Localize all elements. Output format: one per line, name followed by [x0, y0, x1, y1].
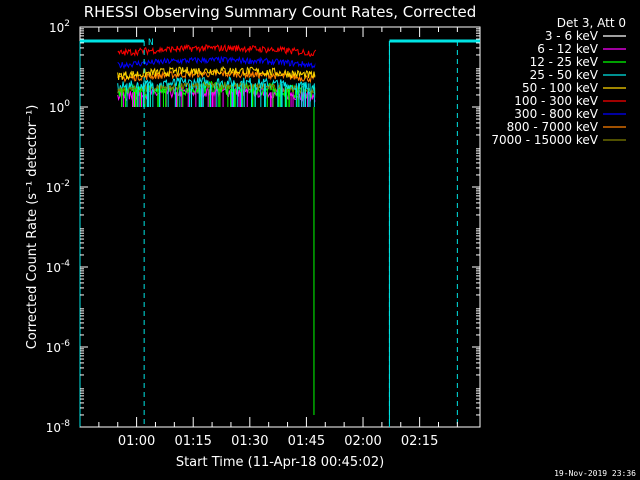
legend-label: 12 - 25 keV: [530, 55, 599, 69]
series-layer: [117, 43, 317, 415]
annotation-layer: N: [79, 38, 480, 427]
legend-label: 25 - 50 keV: [530, 68, 599, 82]
legend-label: 100 - 300 keV: [514, 94, 598, 108]
legend-label: 7000 - 15000 keV: [491, 133, 598, 147]
x-axis: 01:00 01:15 01:30 01:45 02:00 02:15: [98, 27, 458, 449]
y-tick-label: 10-4: [46, 259, 71, 275]
series-trace: [117, 55, 317, 70]
x-tick-label: 02:15: [401, 434, 438, 449]
series-trace: [117, 65, 317, 81]
flag-letter: N: [148, 38, 153, 48]
y-tick-label: 10-8: [46, 419, 71, 435]
x-axis-label: Start Time (11-Apr-18 00:45:02): [176, 455, 384, 470]
timestamp: 19-Nov-2019 23:36: [554, 469, 636, 478]
y-tick-label: 100: [49, 99, 70, 115]
y-axis: 102 100 10-2 10-4 10-6 10-8: [46, 19, 480, 435]
legend-label: 3 - 6 keV: [545, 29, 599, 43]
y-tick-label: 10-2: [46, 179, 70, 195]
x-tick-label: 02:00: [344, 434, 381, 449]
x-tick-label: 01:30: [231, 434, 268, 449]
legend-label: 300 - 800 keV: [514, 107, 598, 121]
y-axis-label: Corrected Count Rate (s⁻¹ detector⁻¹): [25, 105, 40, 350]
x-tick-label: 01:45: [288, 434, 325, 449]
legend-label: 800 - 7000 keV: [507, 120, 599, 134]
y-tick-label: 102: [49, 19, 70, 35]
legend-header: Det 3, Att 0: [557, 16, 626, 30]
series-trace: [117, 43, 317, 57]
chart-title: RHESSI Observing Summary Count Rates, Co…: [84, 3, 477, 21]
x-tick-label: 01:15: [174, 434, 211, 449]
y-tick-label: 10-6: [46, 339, 71, 355]
legend-label: 50 - 100 keV: [522, 81, 599, 95]
x-tick-label: 01:00: [118, 434, 155, 449]
legend-label: 6 - 12 keV: [537, 42, 599, 56]
